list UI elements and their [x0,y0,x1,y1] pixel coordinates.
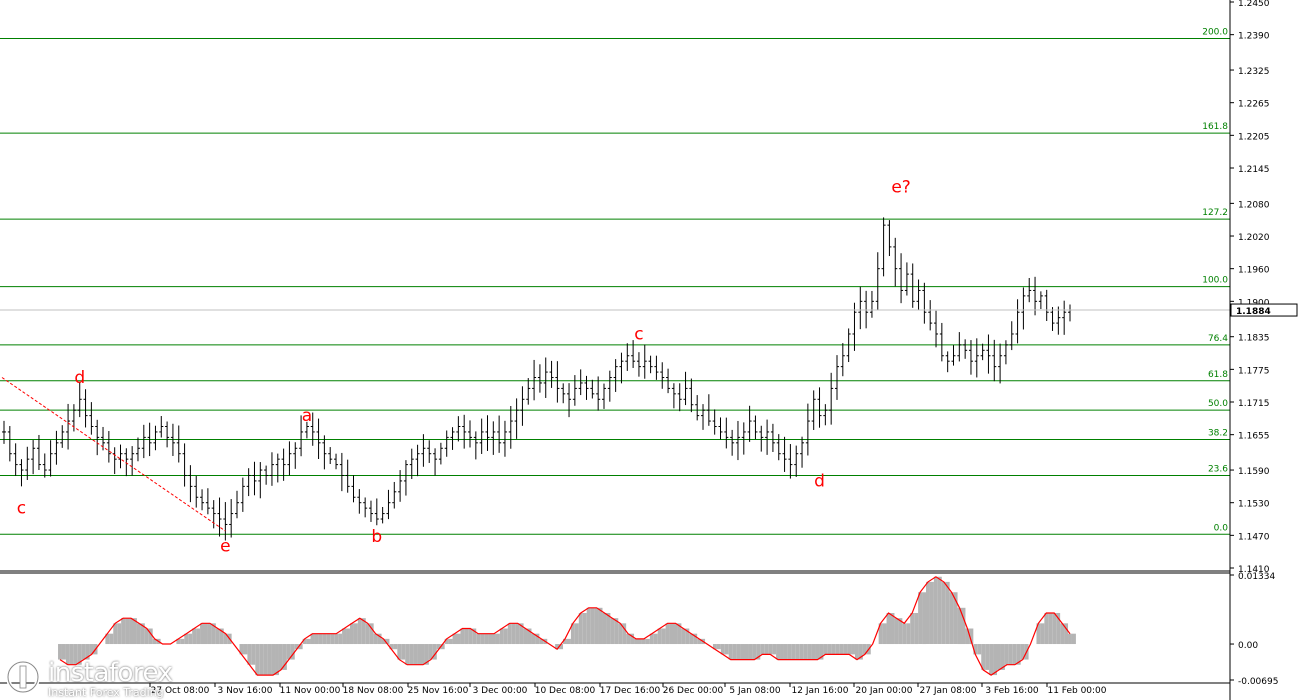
price-tick-label: 1.1775 [1238,366,1270,376]
price-tick-label: 1.1590 [1238,467,1270,477]
time-tick-label: 3 Feb 16:00 [985,686,1039,696]
oscillator-signal-line [59,576,1071,676]
price-tick-label: 1.1655 [1238,432,1270,442]
fib-level-label: 38.2 [1208,429,1228,439]
osc-tick-label: 0.00 [1238,641,1258,651]
wave-label: c [17,499,26,519]
price-tick-label: 1.1715 [1238,399,1270,409]
watermark-name: instaforex [48,658,173,688]
time-tick-label: 10 Dec 08:00 [535,686,596,696]
fib-level-label: 161.8 [1202,122,1228,132]
fib-level-label: 0.0 [1214,523,1229,533]
fib-level-label: 23.6 [1208,464,1228,474]
time-tick-label: 5 Jan 08:00 [729,686,781,696]
price-tick-label: 1.2265 [1238,100,1270,110]
fib-level-label: 200.0 [1202,27,1228,37]
wave-label: d [814,471,825,491]
wave-label: b [371,527,382,547]
price-tick-label: 1.2325 [1238,67,1270,77]
price-tick-label: 1.2145 [1238,165,1270,175]
price-tick-label: 1.1410 [1238,565,1270,575]
price-tick-label: 1.2450 [1238,0,1270,9]
time-tick-label: 17 Dec 16:00 [600,686,661,696]
fib-level-label: 76.4 [1208,334,1228,344]
price-tick-label: 1.1835 [1238,334,1270,344]
price-tick-label: 1.1900 [1238,298,1270,308]
wave-label: d [74,368,85,388]
price-tick-label: 1.2020 [1238,233,1270,243]
price-tick-label: 1.2205 [1238,132,1270,142]
wave-label: e? [891,177,910,197]
time-tick-label: 11 Nov 00:00 [280,686,341,696]
price-tick-label: 1.1530 [1238,500,1270,510]
price-tick-label: 1.1470 [1238,532,1270,542]
current-price-label: 1.1884 [1236,307,1271,317]
fib-level-label: 100.0 [1202,276,1228,286]
osc-tick-label: 0.01334 [1238,572,1275,582]
time-tick-label: 20 Jan 00:00 [856,686,913,696]
osc-tick-label: -0.00695 [1238,677,1278,687]
trend-line [1,377,226,532]
time-tick-label: 27 Jan 08:00 [920,686,977,696]
time-tick-label: 3 Nov 16:00 [218,686,273,696]
time-tick-label: 11 Feb 00:00 [1047,686,1106,696]
time-tick-label: 18 Nov 08:00 [343,686,404,696]
wave-label: e [220,537,230,557]
instaforex-logo: instaforex Instant Forex Trading [0,654,180,700]
oscillator-area [58,576,1076,676]
fib-level-label: 127.2 [1202,208,1228,218]
instaforex-mark-icon [6,660,40,694]
wave-label: c [634,324,643,344]
current-price-box [1230,303,1298,317]
time-tick-label: 3 Dec 00:00 [473,686,528,696]
price-tick-label: 1.2390 [1238,32,1270,42]
main-plot-area: 0.0 23.6 38.2 50.0 61.8 76.4 100.0 127.2 161.8 20… [0,27,1230,557]
time-tick-label: 27 Oct 08:00 [151,686,210,696]
fib-level-label: 61.8 [1208,370,1228,380]
time-tick-label: 12 Jan 16:00 [792,686,849,696]
price-tick-label: 1.1960 [1238,266,1270,276]
time-tick-label: 26 Dec 00:00 [663,686,724,696]
watermark-tagline: Instant Forex Trading [48,686,164,699]
price-tick-label: 1.2080 [1238,200,1270,210]
wave-label: a [302,406,312,426]
fib-level-label: 50.0 [1208,399,1228,409]
time-tick-label: 25 Nov 16:00 [408,686,469,696]
